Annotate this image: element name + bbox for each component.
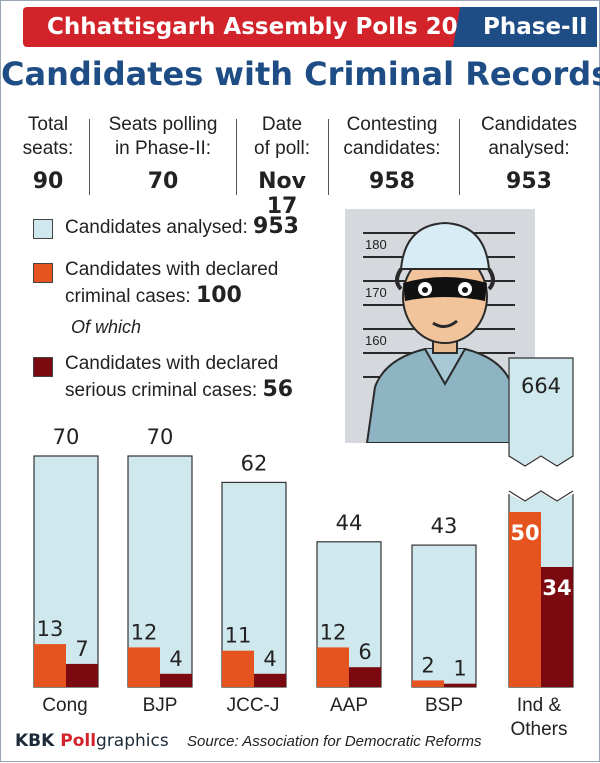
- category-label-ind-others: Ind & Others: [510, 695, 568, 740]
- mouth: [432, 319, 458, 328]
- value-label-serious-cong: 7: [75, 637, 88, 661]
- stat-contesting: Contesting candidates: 958: [331, 113, 453, 201]
- value-label-analysed-aap: 44: [336, 511, 363, 535]
- category-label-bsp: BSP: [424, 695, 464, 716]
- value-label-criminal-bsp: 2: [421, 653, 434, 677]
- banner-phase: Phase-II: [483, 14, 588, 40]
- banner-phase-bar: Phase-II: [453, 7, 597, 47]
- value-label-analysed-ind-others: 664: [521, 374, 561, 398]
- divider: [328, 119, 329, 195]
- legend-criminal: Candidates with declared criminal cases:…: [65, 257, 278, 310]
- value-label-serious-bsp: 1: [453, 657, 466, 681]
- bar-criminal-cong: [34, 644, 66, 687]
- bar-criminal-bsp: [412, 680, 444, 687]
- height-mark-180: 180: [365, 237, 387, 252]
- bar-serious-bjp: [160, 673, 192, 687]
- height-mark-170: 170: [365, 285, 387, 300]
- divider: [89, 119, 90, 195]
- value-label-serious-aap: 6: [358, 640, 371, 664]
- stat-total-seats: Total seats: 90: [9, 113, 87, 201]
- stat-label: Candidates analysed:: [480, 114, 578, 159]
- legend-swatch-serious: [33, 357, 53, 377]
- legend-serious-text: serious criminal cases:: [65, 380, 258, 401]
- value-label-analysed-jcc-j: 62: [241, 451, 268, 475]
- value-label-serious-bjp: 4: [169, 647, 182, 671]
- brand-kbk: KBK: [15, 731, 61, 751]
- divider: [459, 119, 460, 195]
- value-label-criminal-ind-others: 50: [510, 521, 539, 545]
- stat-value: 953: [506, 169, 552, 194]
- category-label-bjp: BJP: [142, 695, 178, 716]
- legend-analysed: Candidates analysed: 953: [65, 214, 299, 241]
- divider: [236, 119, 237, 195]
- bar-analysed-bsp: [411, 544, 477, 688]
- legend-analysed-text: Candidates analysed:: [65, 217, 248, 238]
- legend-serious-line1: Candidates with declared: [65, 353, 279, 374]
- banner-title: Chhattisgarh Assembly Polls 2023: [47, 14, 490, 40]
- brand-poll: Poll: [60, 731, 97, 751]
- legend-criminal-line2: criminal cases: 100: [65, 283, 278, 310]
- value-label-analysed-cong: 70: [53, 425, 80, 449]
- legend-serious: Candidates with declared serious crimina…: [65, 351, 293, 404]
- stat-label: Seats polling in Phase-II:: [108, 114, 218, 159]
- hair-right: [487, 267, 495, 291]
- mugshot-illustration: 180 170 160: [345, 209, 535, 443]
- axis-break-upper: [508, 455, 574, 467]
- stat-value: 70: [147, 169, 179, 194]
- stat-date-of-poll: Date of poll: Nov 17: [239, 113, 325, 219]
- legend-analysed-value: 953: [253, 214, 299, 239]
- brand-logo: KBK Pollgraphics: [15, 731, 169, 751]
- value-label-criminal-jcc-j: 11: [225, 624, 252, 648]
- legend-swatch-analysed: [33, 219, 53, 239]
- stat-label: Total seats:: [22, 114, 74, 159]
- legend-serious-value: 56: [262, 377, 294, 402]
- collar-shape: [424, 348, 466, 387]
- category-label-cong: Cong: [42, 695, 88, 716]
- value-label-criminal-bjp: 12: [131, 620, 158, 644]
- stat-seats-polling: Seats polling in Phase-II: 70: [93, 113, 233, 201]
- cap-shape: [399, 221, 491, 270]
- legend-serious-line2: serious criminal cases: 56: [65, 377, 293, 404]
- stat-label: Contesting candidates:: [343, 114, 441, 159]
- source-note: Source: Association for Democratic Refor…: [187, 733, 482, 750]
- bar-criminal-ind-others: [509, 512, 541, 687]
- stat-value: 90: [32, 169, 64, 194]
- height-mark-160: 160: [365, 333, 387, 348]
- bar-criminal-jcc-j: [222, 650, 254, 687]
- brand-graphics: graphics: [96, 731, 169, 751]
- legend-criminal-value: 100: [195, 283, 242, 308]
- bar-serious-cong: [66, 663, 98, 687]
- legend-criminal-text: criminal cases:: [65, 286, 191, 307]
- value-label-analysed-bsp: 43: [431, 514, 458, 538]
- value-label-criminal-aap: 12: [320, 620, 347, 644]
- value-label-analysed-bjp: 70: [147, 425, 174, 449]
- category-label-aap: AAP: [329, 695, 369, 716]
- bar-criminal-aap: [317, 647, 349, 687]
- hair-left: [395, 267, 403, 291]
- stat-label: Date of poll:: [254, 114, 310, 159]
- legend-swatch-criminal: [33, 263, 53, 283]
- value-label-serious-jcc-j: 4: [263, 647, 276, 671]
- value-label-criminal-cong: 13: [37, 617, 64, 641]
- bar-serious-aap: [349, 667, 381, 687]
- legend-criminal-line1: Candidates with declared: [65, 259, 279, 280]
- value-label-serious-ind-others: 34: [542, 576, 571, 600]
- axis-break-lower: [508, 490, 574, 502]
- bar-serious-ind-others: [541, 567, 573, 687]
- stat-analysed: Candidates analysed: 953: [463, 113, 595, 201]
- bar-criminal-bjp: [128, 647, 160, 687]
- legend-of-which: Of which: [71, 317, 142, 337]
- banner-title-bar: Chhattisgarh Assembly Polls 2023: [23, 7, 471, 47]
- category-label-jcc-j: JCC-J: [226, 695, 280, 716]
- stat-value: 958: [369, 169, 415, 194]
- bar-serious-jcc-j: [254, 673, 286, 687]
- stat-value: Nov 17: [258, 169, 306, 219]
- page-title: Candidates with Criminal Records: [1, 55, 600, 93]
- bar-serious-bsp: [444, 683, 476, 687]
